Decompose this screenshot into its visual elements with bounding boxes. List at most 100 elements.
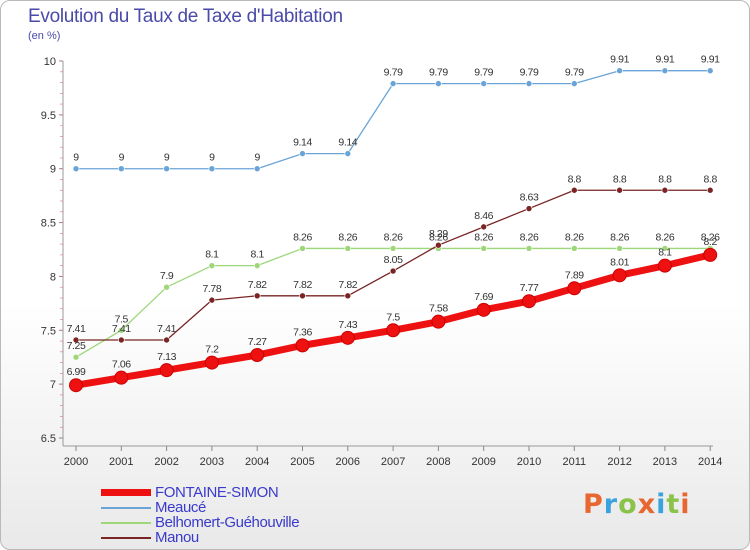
x-tick-label: 2000 — [64, 456, 88, 468]
data-point — [72, 336, 80, 344]
data-point — [612, 268, 627, 283]
data-label: 8.1 — [205, 249, 219, 261]
data-label: 8.26 — [610, 231, 629, 243]
data-label: 8.26 — [701, 231, 720, 243]
x-tick-label: 2006 — [336, 456, 360, 468]
data-point — [389, 267, 397, 275]
data-point — [340, 330, 355, 345]
x-tick-label: 2012 — [607, 456, 631, 468]
data-point — [525, 80, 533, 87]
data-point — [525, 245, 533, 252]
data-point — [163, 336, 170, 344]
data-point — [204, 355, 219, 370]
data-label: 8.26 — [565, 231, 584, 243]
legend-swatch-manou — [101, 537, 151, 539]
data-point — [295, 338, 310, 353]
data-label: 9 — [254, 152, 260, 164]
x-tick-label: 2011 — [562, 456, 586, 468]
x-tick-label: 2014 — [698, 456, 722, 468]
data-label: 7.2 — [205, 344, 219, 356]
data-label: 7.5 — [115, 313, 129, 325]
x-tick-label: 2013 — [653, 456, 677, 468]
data-label: 7.27 — [248, 336, 267, 348]
data-label: 9.91 — [610, 54, 629, 66]
legend-swatch-fontaine-simon — [101, 489, 151, 496]
data-label: 7.41 — [67, 323, 86, 335]
y-tick-label: 9 — [50, 164, 56, 176]
data-label: 7.36 — [293, 326, 312, 338]
data-point — [208, 262, 216, 269]
data-point — [480, 245, 488, 252]
data-label: 8.26 — [520, 231, 539, 243]
proxiti-logo: Proxiti — [583, 489, 691, 520]
data-point — [208, 296, 216, 304]
data-point — [253, 292, 261, 300]
data-label: 9.79 — [384, 67, 403, 79]
x-tick-label: 2009 — [471, 456, 495, 468]
data-label: 8.8 — [613, 173, 627, 185]
logo-letter: i — [680, 489, 691, 520]
data-point — [525, 205, 533, 212]
data-label: 7.06 — [112, 359, 131, 371]
data-label: 8.05 — [384, 254, 403, 266]
data-point — [657, 258, 672, 273]
data-point — [706, 67, 714, 74]
data-point — [389, 80, 397, 87]
data-label: 8.26 — [384, 231, 403, 243]
data-label: 9.79 — [429, 67, 448, 79]
data-point — [163, 283, 170, 291]
data-label: 8.63 — [520, 192, 539, 204]
data-label: 7.58 — [429, 303, 448, 315]
data-point — [616, 67, 623, 74]
data-label: 7.82 — [338, 279, 357, 291]
data-point — [72, 353, 80, 361]
data-label: 9.79 — [520, 67, 539, 79]
data-point — [344, 150, 352, 157]
x-tick-label: 2004 — [245, 456, 269, 468]
data-point — [389, 245, 397, 252]
data-point — [114, 370, 129, 385]
data-point — [480, 80, 488, 87]
y-tick-label: 10 — [44, 56, 56, 68]
data-point — [567, 281, 582, 296]
data-label: 9 — [73, 152, 79, 164]
data-label: 8.46 — [474, 210, 493, 222]
data-label: 7.25 — [67, 340, 86, 352]
data-label: 9.91 — [701, 54, 720, 66]
x-tick-label: 2007 — [381, 456, 405, 468]
data-point — [570, 186, 578, 194]
data-label: 8.8 — [568, 173, 582, 185]
data-point — [480, 223, 488, 231]
data-point — [299, 245, 306, 252]
data-label: 8.26 — [655, 231, 674, 243]
data-point — [344, 292, 352, 300]
data-label: 7.82 — [293, 279, 312, 291]
legend-swatch-meauce — [101, 507, 151, 509]
data-label: 7.82 — [248, 279, 267, 291]
logo-letter: t — [666, 489, 681, 520]
data-label: 8.8 — [703, 173, 717, 185]
logo-letter: r — [603, 489, 619, 520]
data-label: 8.26 — [429, 231, 448, 243]
legend-swatch-belhomert — [101, 522, 151, 524]
y-tick-label: 7 — [50, 379, 56, 391]
x-tick-label: 2010 — [517, 456, 541, 468]
legend-label-belhomert: Belhomert-Guéhouville — [155, 514, 300, 531]
data-point — [118, 326, 125, 334]
data-point — [661, 245, 669, 252]
data-point — [69, 378, 83, 393]
data-label: 8.26 — [474, 231, 493, 243]
data-label: 9.14 — [293, 137, 312, 149]
data-label: 8.8 — [658, 173, 672, 185]
data-label: 8.29 — [429, 228, 448, 240]
data-point — [522, 294, 536, 309]
x-tick-label: 2002 — [154, 456, 178, 468]
data-label: 8.1 — [658, 247, 672, 259]
data-point — [616, 245, 623, 252]
data-point — [299, 150, 306, 157]
y-tick-label: 7.5 — [41, 325, 56, 337]
data-label: 9 — [164, 152, 170, 164]
data-point — [661, 67, 669, 74]
data-label: 9.91 — [655, 54, 674, 66]
data-point — [159, 363, 174, 378]
